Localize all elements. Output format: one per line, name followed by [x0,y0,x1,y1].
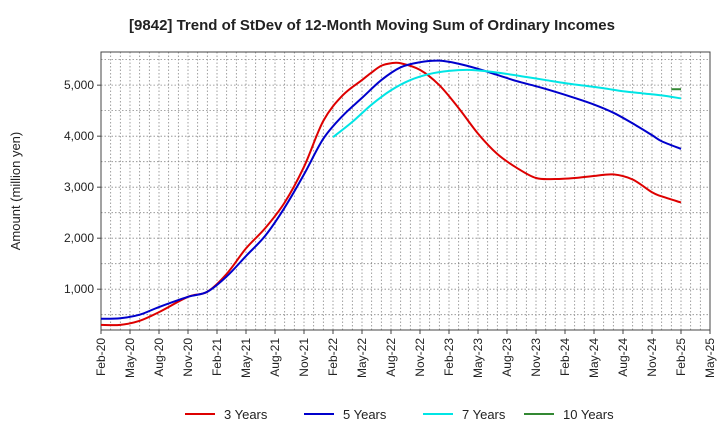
x-tick-label: Aug-23 [500,338,514,377]
legend-label: 5 Years [343,407,387,422]
y-tick-label: 3,000 [64,180,94,194]
y-tick-label: 2,000 [64,231,94,245]
legend-label: 3 Years [224,407,268,422]
y-tick-label: 1,000 [64,282,94,296]
x-tick-label: Aug-22 [384,338,398,377]
x-tick-label: Nov-22 [413,338,427,377]
y-axis-label: Amount (million yen) [8,132,23,251]
x-tick-label: Feb-23 [442,338,456,376]
x-tick-label: Feb-20 [94,338,108,376]
legend-item-10-years: 10 Years [524,407,614,422]
legend-item-5-years: 5 Years [304,407,387,422]
plot-area-frame [100,51,711,331]
x-tick-label: Nov-24 [645,338,659,377]
y-tick-label: 5,000 [64,78,94,92]
x-tick-label: Nov-23 [529,338,543,377]
y-axis-ticks: 1,000 2,000 3,000 4,000 5,000 [64,78,101,296]
x-tick-label: Nov-20 [181,338,195,377]
x-tick-label: May-23 [471,338,485,378]
grid [101,52,710,330]
x-tick-label: Feb-21 [210,338,224,376]
y-tick-label: 4,000 [64,129,94,143]
legend-label: 7 Years [462,407,506,422]
x-tick-label: Feb-25 [674,338,688,376]
x-tick-label: Feb-24 [558,338,572,376]
series-line-7-years [332,68,682,138]
legend-item-7-years: 7 Years [423,407,506,422]
x-tick-label: Nov-21 [297,338,311,377]
x-tick-label: Aug-20 [152,338,166,377]
x-tick-label: May-25 [703,338,717,378]
x-tick-label: Feb-22 [326,338,340,376]
series-lines [100,59,682,327]
chart-title: [9842] Trend of StDev of 12-Month Moving… [129,17,615,34]
series-line-5-years [100,59,682,320]
x-axis-ticks: Feb-20 May-20 Aug-20 Nov-20 Feb-21 May-21 Aug-… [94,330,717,378]
x-tick-label: May-20 [123,338,137,378]
legend-label: 10 Years [563,407,614,422]
x-tick-label: May-22 [355,338,369,378]
x-tick-label: Aug-24 [616,338,630,377]
legend-item-3-years: 3 Years [185,407,268,422]
x-tick-label: May-21 [239,338,253,378]
x-tick-label: May-24 [587,338,601,378]
legend: 3 Years 5 Years 7 Years 10 Years [185,407,614,422]
x-tick-label: Aug-21 [268,338,282,377]
